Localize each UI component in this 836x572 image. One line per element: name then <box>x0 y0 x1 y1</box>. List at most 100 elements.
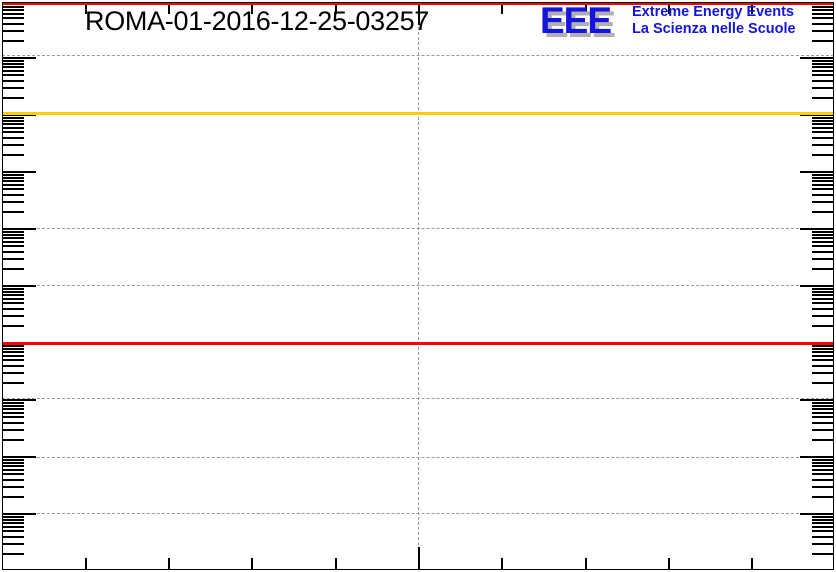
y-tick-l <box>3 515 24 518</box>
y-tick-l <box>3 114 36 116</box>
gridline-v-0 <box>418 2 419 570</box>
y-tick-r <box>812 404 833 407</box>
y-tick-l <box>3 188 24 191</box>
y-tick-l <box>3 411 24 414</box>
y-tick-r <box>800 285 833 287</box>
y-tick-r <box>812 119 833 122</box>
y-tick-r <box>812 96 833 99</box>
y-tick-l <box>3 233 24 236</box>
y-tick-r <box>812 468 833 471</box>
y-tick-l <box>3 122 24 125</box>
y-tick-l <box>3 314 24 317</box>
x-tick-t <box>668 3 670 14</box>
y-tick-l <box>3 193 24 196</box>
y-tick-l <box>3 126 24 129</box>
x-tick-b <box>501 558 503 569</box>
y-tick-l <box>3 518 24 521</box>
y-tick-r <box>812 542 833 545</box>
y-tick-r <box>812 428 833 431</box>
y-tick-l <box>3 371 24 374</box>
y-tick-r <box>800 513 833 515</box>
y-tick-r <box>812 350 833 353</box>
y-tick-l <box>3 173 24 176</box>
y-tick-l <box>3 69 24 72</box>
y-tick-r <box>812 521 833 524</box>
y-tick-r <box>812 257 833 260</box>
y-tick-l <box>3 530 24 533</box>
y-tick-r <box>812 136 833 139</box>
x-tick-t <box>585 3 587 14</box>
x-tick-b <box>335 558 337 569</box>
y-tick-r <box>812 230 833 233</box>
y-tick-r <box>812 302 833 305</box>
y-tick-l <box>3 535 24 538</box>
y-tick-l <box>3 456 36 458</box>
y-tick-l <box>3 131 24 134</box>
y-tick-r <box>812 515 833 518</box>
y-tick-l <box>3 143 24 146</box>
y-tick-l <box>3 513 36 515</box>
eee-logo-front: EEE <box>540 0 612 41</box>
y-tick-l <box>3 183 24 186</box>
y-tick-l <box>3 525 24 528</box>
y-tick-r <box>812 464 833 467</box>
y-tick-r <box>812 347 833 350</box>
y-tick-r <box>812 179 833 182</box>
y-tick-r <box>812 458 833 461</box>
y-tick-l <box>3 290 24 293</box>
y-tick-l <box>3 302 24 305</box>
y-tick-r <box>812 240 833 243</box>
y-tick-r <box>812 74 833 77</box>
y-tick-l <box>3 485 24 488</box>
y-tick-r <box>812 371 833 374</box>
y-tick-r <box>812 86 833 89</box>
y-tick-r <box>812 354 833 357</box>
y-tick-l <box>3 240 24 243</box>
y-tick-r <box>812 17 833 20</box>
y-tick-r <box>812 364 833 367</box>
y-tick-l <box>3 359 24 362</box>
eee-logo-line2: La Scienza nelle Scuole <box>632 21 796 37</box>
page-title: ROMA-01-2016-12-25-03257 <box>85 6 429 36</box>
y-tick-r <box>812 407 833 410</box>
y-tick-l <box>3 401 24 404</box>
x-tick-t <box>168 3 170 14</box>
x-tick-b <box>168 558 170 569</box>
y-tick-r <box>800 114 833 116</box>
x-tick-t <box>335 3 337 14</box>
y-tick-r <box>812 381 833 384</box>
y-tick-r <box>812 324 833 327</box>
y-tick-l <box>3 245 24 248</box>
y-tick-r <box>812 69 833 72</box>
eee-logo-mark: EEE EEE <box>540 0 628 43</box>
y-tick-r <box>812 143 833 146</box>
x-tick-t <box>501 3 503 14</box>
y-tick-r <box>812 297 833 300</box>
y-tick-l <box>3 79 24 82</box>
y-tick-l <box>3 176 24 179</box>
y-tick-r <box>812 245 833 248</box>
y-tick-l <box>3 404 24 407</box>
y-tick-r <box>812 495 833 498</box>
x-tick-b <box>251 558 253 569</box>
y-tick-l <box>3 200 24 203</box>
y-tick-l <box>3 473 24 476</box>
threshold-line-upper-threshold <box>2 2 834 5</box>
y-tick-r <box>812 62 833 65</box>
y-tick-r <box>812 200 833 203</box>
y-tick-r <box>812 193 833 196</box>
y-tick-r <box>812 122 833 125</box>
y-tick-l <box>3 552 24 555</box>
y-tick-l <box>3 250 24 253</box>
y-tick-l <box>3 39 24 42</box>
y-tick-l <box>3 74 24 77</box>
y-tick-l <box>3 354 24 357</box>
y-tick-r <box>812 153 833 156</box>
y-tick-r <box>812 525 833 528</box>
eee-logo-text: Extreme Energy Events La Scienza nelle S… <box>632 4 796 38</box>
y-tick-r <box>812 126 833 129</box>
y-tick-l <box>3 464 24 467</box>
y-tick-l <box>3 307 24 310</box>
y-tick-r <box>812 438 833 441</box>
